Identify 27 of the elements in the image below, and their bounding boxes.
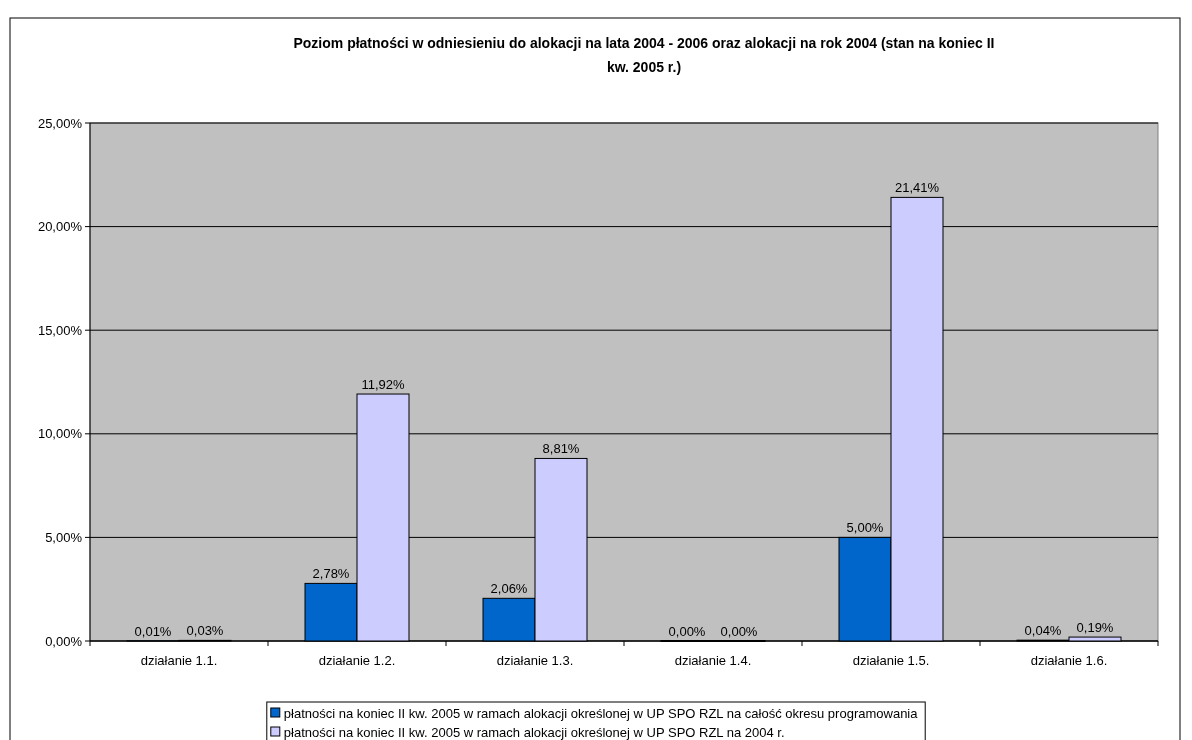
data-label: 0,01%: [134, 623, 172, 639]
y-tick-label: 10,00%: [37, 426, 83, 442]
data-label: 21,41%: [894, 180, 940, 196]
data-label: 8,81%: [542, 441, 580, 457]
x-tick-label: działanie 1.4.: [674, 653, 752, 668]
x-tick-label: działanie 1.1.: [140, 653, 218, 668]
x-tick-label: działanie 1.2.: [318, 653, 396, 668]
data-label: 11,92%: [361, 377, 405, 393]
data-label: 2,78%: [312, 566, 350, 582]
x-tick-label: działanie 1.3.: [496, 653, 574, 668]
y-tick-label: 0,00%: [45, 633, 83, 649]
data-label: 5,00%: [846, 520, 884, 536]
x-tick-label: działanie 1.6.: [1030, 653, 1108, 668]
legend-label: płatności na koniec II kw. 2005 w ramach alokacji określonej w UP SPO RZL na całość okresu programowania: [283, 705, 919, 721]
y-tick-label: 25,00%: [37, 115, 83, 131]
legend-label: płatności na koniec II kw. 2005 w ramach alokacji określonej w UP SPO RZL na 2004 r.: [283, 724, 785, 740]
y-tick-label: 15,00%: [37, 322, 83, 338]
y-tick-label: 20,00%: [37, 219, 83, 235]
y-tick-label: 5,00%: [45, 529, 83, 545]
data-label: 0,00%: [720, 624, 758, 639]
data-label: 2,06%: [490, 581, 528, 597]
chart-title: Poziom płatności w odniesieniu do alokacji na lata 2004 - 2006 oraz alokacji na rok 2004 (stan na koniec II kw. 2005 r.): [293, 35, 995, 75]
x-tick-label: działanie 1.5.: [852, 653, 930, 668]
data-label: 0,03%: [186, 623, 224, 639]
data-label: 0,04%: [1024, 623, 1062, 639]
data-label: 0,00%: [668, 624, 706, 639]
data-label: 0,19%: [1076, 620, 1114, 636]
